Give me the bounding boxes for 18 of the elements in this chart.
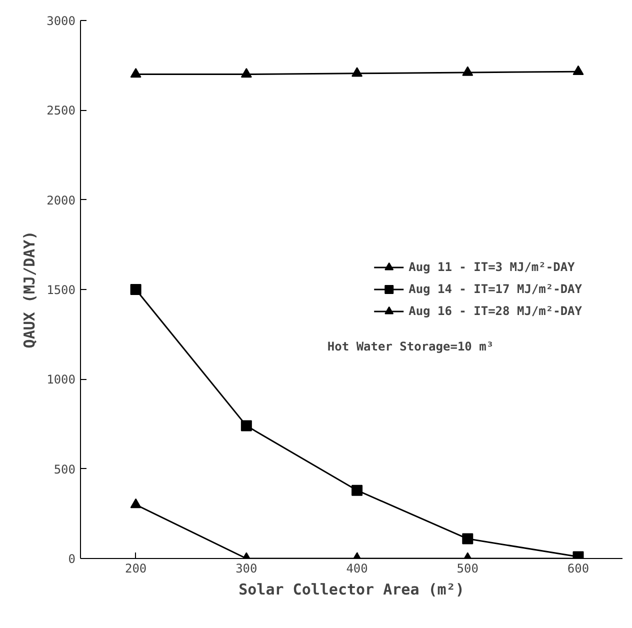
y-tick-label: 2500 [46, 104, 76, 118]
x-tick-label: 500 [456, 562, 478, 576]
legend-label: Aug 14 - IT=17 MJ/m²-DAY [408, 282, 582, 296]
y-axis-title: QAUX (MJ/DAY) [20, 230, 39, 348]
y-tick-label: 1000 [46, 372, 76, 387]
x-tick-label: 600 [567, 562, 590, 576]
x-tick-label: 400 [346, 562, 368, 576]
x-tick-label: 300 [236, 562, 258, 576]
y-tick-label: 1500 [46, 283, 76, 297]
legend-label: Aug 11 - IT=3 MJ/m²-DAY [408, 260, 575, 274]
y-tick-label: 500 [54, 462, 76, 476]
y-tick-label: 3000 [46, 14, 76, 28]
y-tick-label: 2000 [46, 193, 76, 208]
annotation: Hot Water Storage=10 m³ [327, 340, 494, 354]
y-tick-label: 0 [68, 552, 76, 566]
x-axis-title: Solar Collector Area (m²) [238, 580, 464, 598]
legend-label: Aug 16 - IT=28 MJ/m²-DAY [408, 304, 582, 318]
x-tick-label: 200 [124, 562, 147, 576]
